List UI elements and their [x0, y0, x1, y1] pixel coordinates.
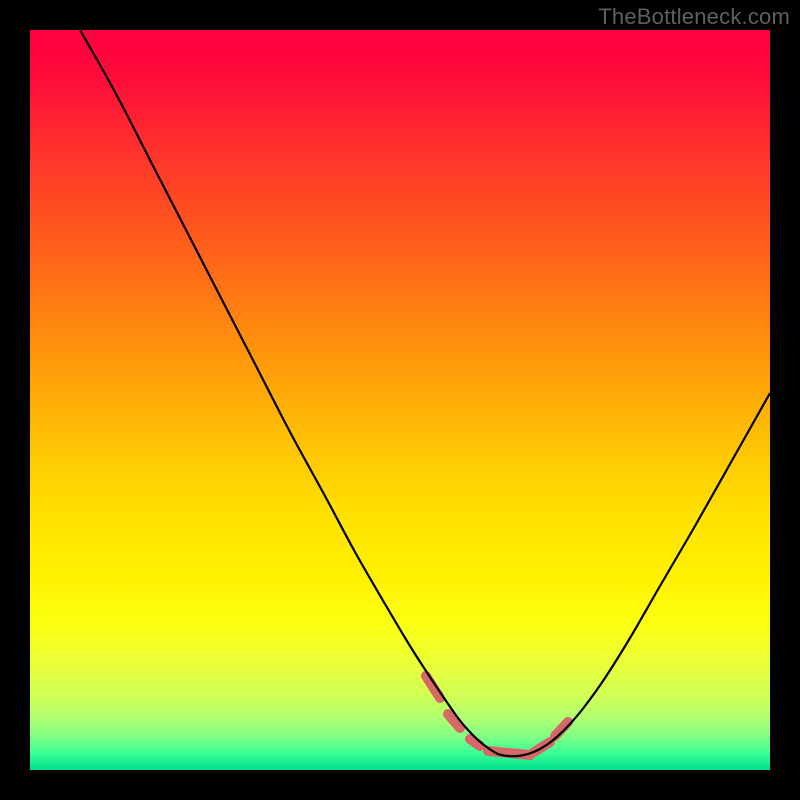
watermark-label: TheBottleneck.com: [598, 4, 790, 30]
plot-area: [30, 30, 770, 770]
gradient-background: [30, 30, 770, 770]
chart-container: TheBottleneck.com: [0, 0, 800, 800]
